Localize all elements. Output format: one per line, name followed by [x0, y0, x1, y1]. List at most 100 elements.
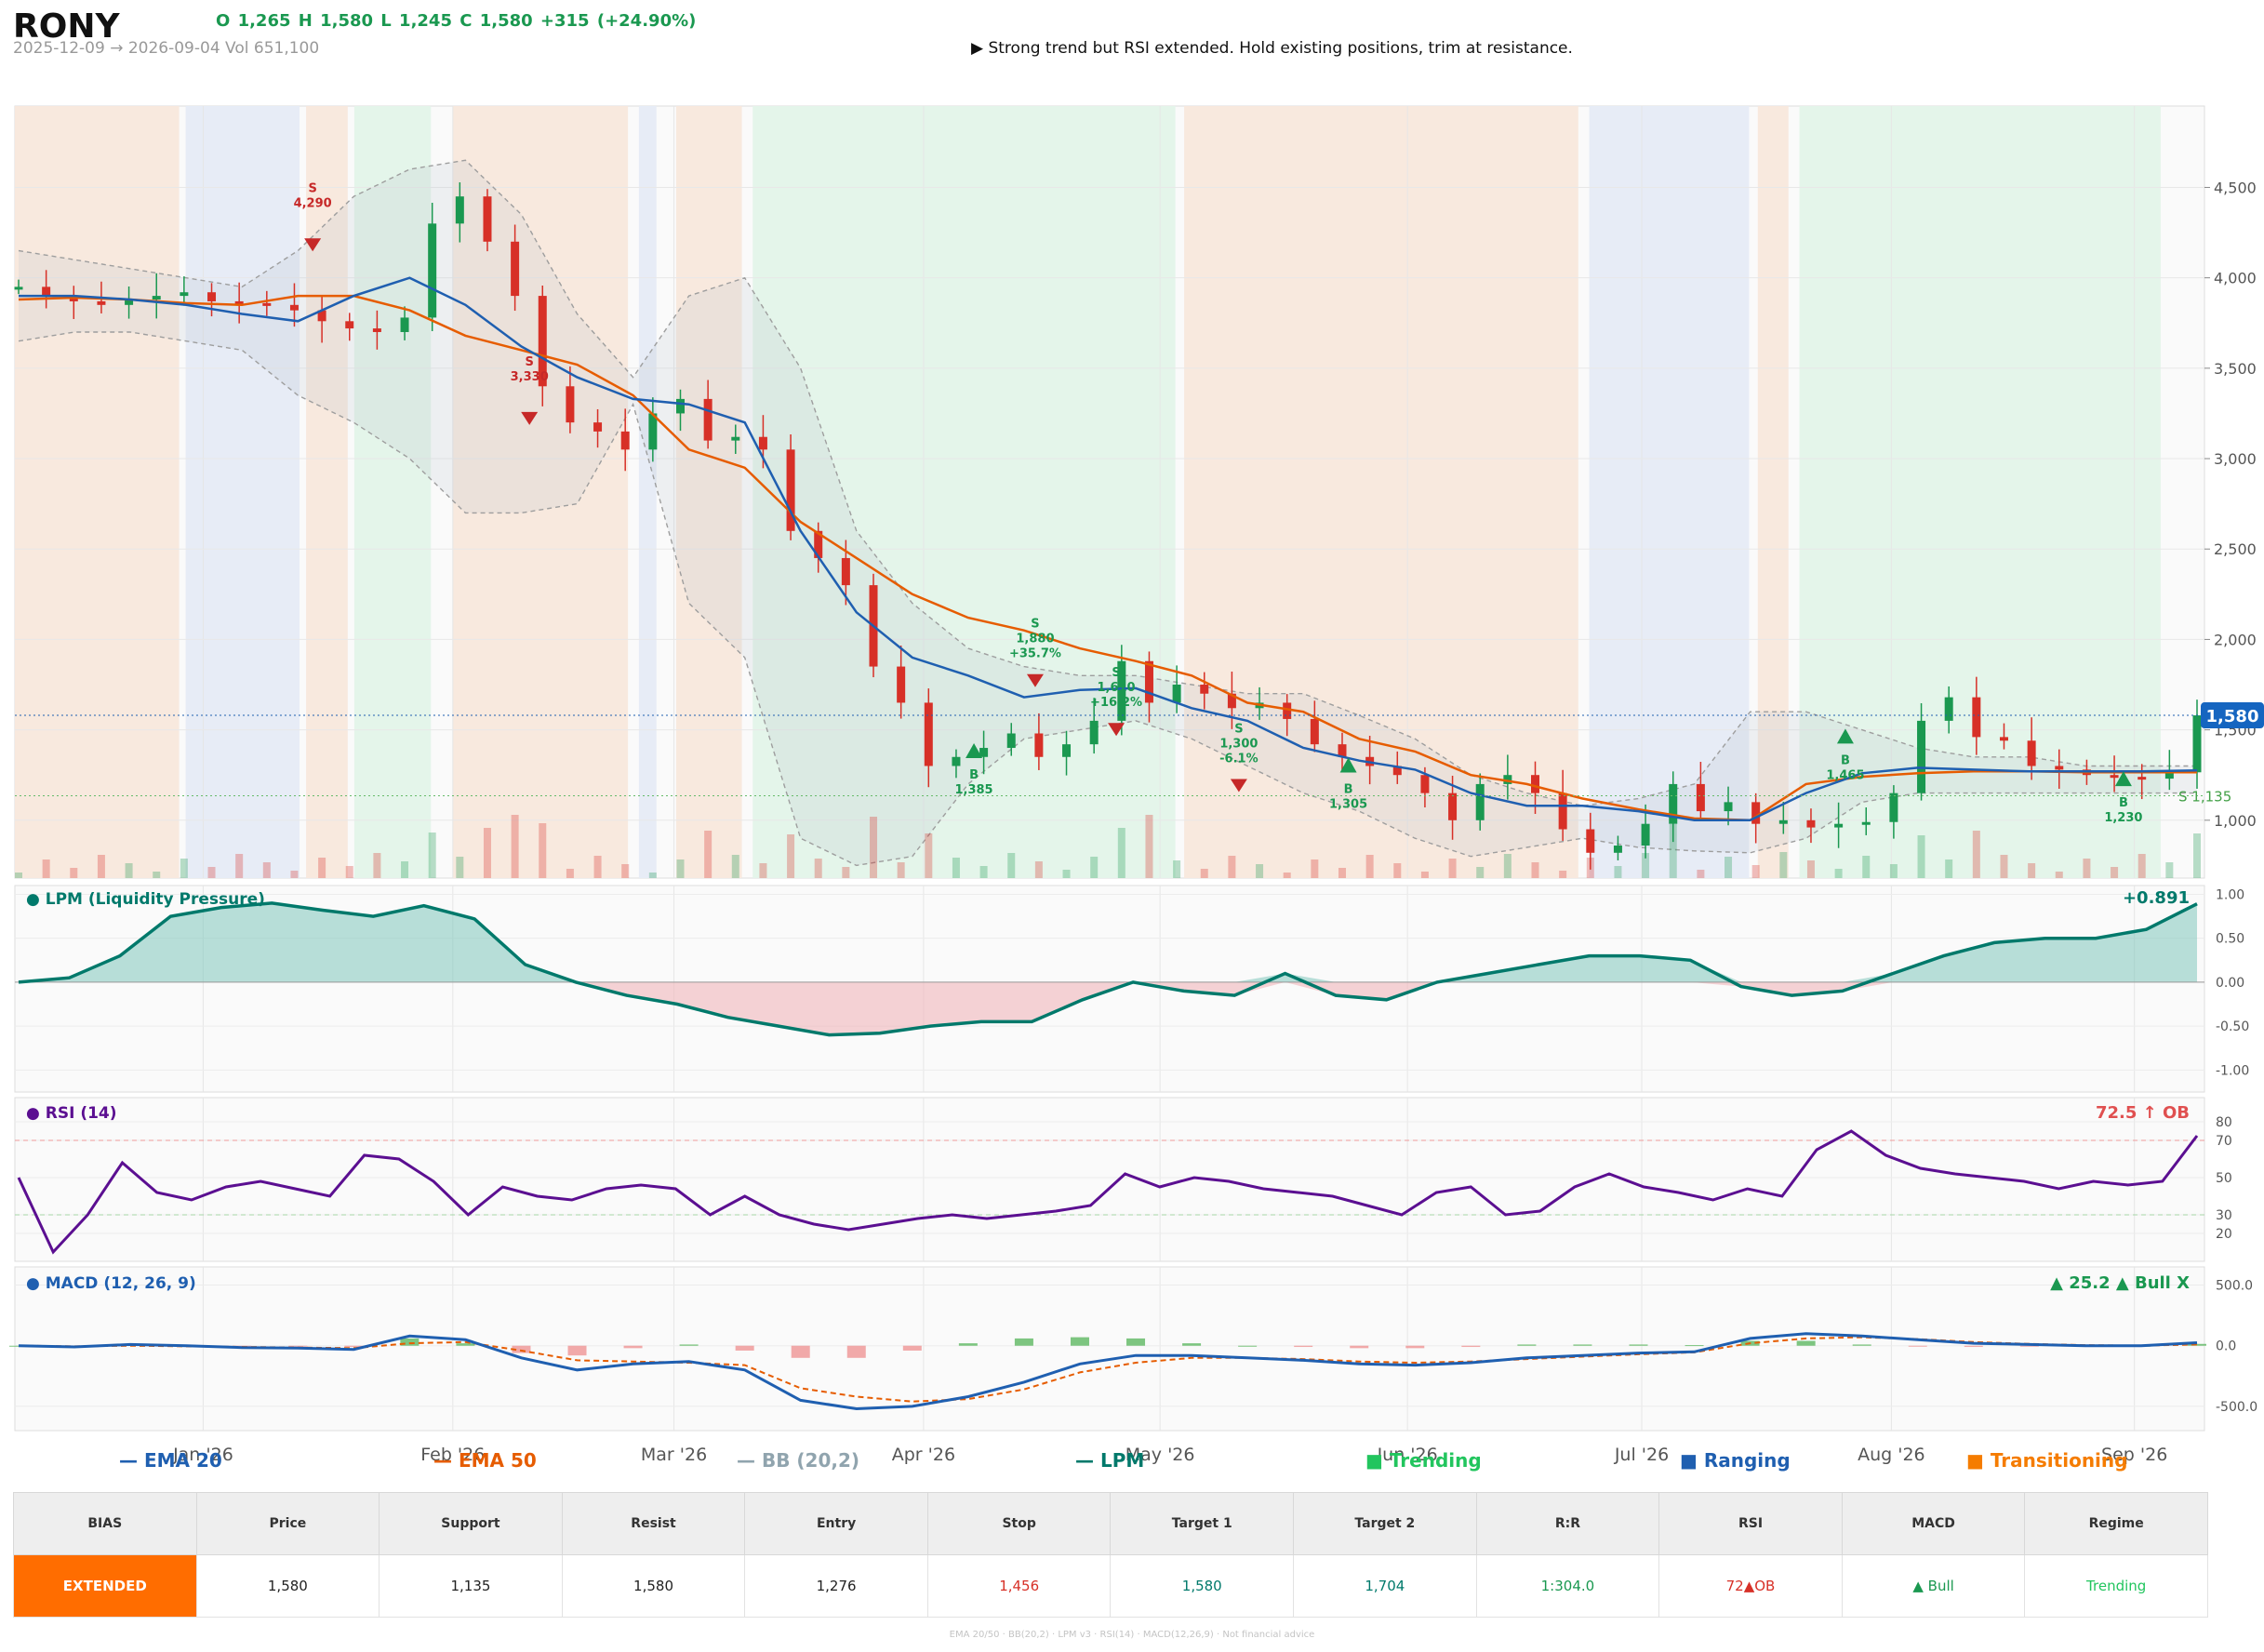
y-tick-label: 3,000	[2214, 450, 2257, 468]
volume-bar	[345, 866, 353, 878]
candle-body	[1586, 829, 1595, 853]
volume-bar	[511, 815, 519, 878]
rsi-tick-label: 20	[2216, 1227, 2232, 1242]
candle-body	[1917, 720, 1926, 793]
value-rr: 1:304.0	[1475, 1554, 1660, 1618]
y-tick-label: 4,500	[2214, 179, 2257, 196]
signal-side-label: S	[1112, 666, 1120, 680]
volume-bar	[1034, 861, 1043, 878]
volume-bar	[153, 872, 161, 878]
header-rr: R:R	[1475, 1492, 1660, 1555]
bb-upper-line	[18, 159, 2197, 806]
volume-bar	[456, 857, 464, 878]
value-macd: ▲ Bull	[1841, 1554, 2026, 1618]
signal-pct-label: +35.7%	[1009, 647, 1061, 661]
candle-body	[758, 436, 767, 450]
header-entry: Entry	[744, 1492, 928, 1555]
candle-body	[1034, 733, 1044, 757]
macd-histogram-bar	[344, 1345, 364, 1348]
header-support: Support	[379, 1492, 563, 1555]
volume-bar	[262, 862, 271, 878]
volume-bar	[593, 856, 602, 878]
volume-bar	[1228, 856, 1236, 878]
volume-bar	[483, 828, 491, 878]
candle-body	[1724, 802, 1733, 812]
ohlc-readout: O 1,265 H 1,580 L 1,245 C 1,580 +315 (+2…	[216, 11, 697, 31]
buy-signal-marker	[1836, 728, 1854, 744]
macd-histogram-bar	[2019, 1345, 2039, 1347]
candle-body	[1420, 775, 1430, 793]
candle-body	[1669, 783, 1678, 824]
candle-body	[1227, 693, 1236, 709]
volume-bar	[566, 869, 574, 878]
x-tick-label: Apr '26	[892, 1445, 955, 1465]
volume-bar	[870, 817, 878, 878]
volume-bar	[290, 871, 299, 878]
candle-body	[675, 398, 685, 414]
x-tick-label: May '26	[1125, 1445, 1195, 1465]
volume-bar	[539, 823, 547, 878]
candle-body	[952, 756, 961, 766]
candle-body	[483, 196, 492, 242]
macd-tick-label: 0.0	[2216, 1339, 2236, 1354]
candle-body	[1310, 718, 1319, 745]
volume-bar	[1090, 857, 1099, 878]
lpm-line	[18, 901, 2198, 1037]
candle-body	[2164, 772, 2174, 779]
regime-band	[452, 106, 629, 878]
rsi-tick-label: 80	[2216, 1115, 2232, 1130]
regime-band	[353, 106, 432, 878]
macd-panel-title: ● MACD (12, 26, 9)	[26, 1274, 196, 1293]
signal-price-label: 1,300	[1219, 737, 1258, 751]
macd-histogram-bar	[735, 1345, 754, 1351]
candle-body	[1613, 846, 1622, 853]
candle-body	[234, 300, 244, 304]
volume-bar	[1972, 831, 1980, 878]
candle-body	[897, 666, 906, 703]
candle-body	[1392, 766, 1402, 776]
footer-note: EMA 20/50 · BB(20,2) · LPM v3 · RSI(14) …	[949, 1630, 1315, 1640]
volume-bar	[373, 853, 381, 878]
macd-histogram-bar	[1964, 1345, 1983, 1348]
candle-body	[1944, 697, 1953, 721]
sell-signal-marker	[521, 411, 539, 425]
candle-body	[1117, 660, 1126, 721]
x-tick-label: Sep '26	[2101, 1445, 2167, 1465]
candle-body	[1778, 819, 1788, 824]
buy-signal-marker	[966, 742, 983, 758]
regime-band	[1799, 106, 2161, 878]
volume-bar	[1117, 828, 1125, 878]
support-label: S 1,135	[2178, 789, 2231, 806]
candle-body	[814, 530, 823, 558]
volume-bar	[42, 859, 50, 878]
candle-body	[1062, 744, 1072, 757]
volume-bar	[1889, 864, 1898, 878]
signal-side-label: B	[1344, 783, 1353, 797]
signal-price-label: 1,610	[1097, 681, 1135, 695]
macd-histogram-bar	[1182, 1343, 1202, 1346]
lpm-tick-label: 1.00	[2216, 887, 2244, 902]
candle-body	[511, 241, 520, 297]
regime-band	[1184, 106, 1578, 878]
legend-bb: — BB (20,2)	[737, 1449, 860, 1472]
candle-body	[1200, 685, 1209, 694]
regime-band	[675, 106, 742, 878]
macd-line	[18, 1332, 2198, 1411]
volume-bar	[1806, 860, 1815, 878]
volume-bar	[401, 861, 409, 878]
signal-pct-label: +16.2%	[1090, 696, 1142, 710]
volume-bar	[2165, 862, 2174, 878]
candle-body	[1751, 802, 1761, 824]
candle-body	[566, 386, 575, 423]
regime-band	[1757, 106, 1789, 878]
volume-bar	[1725, 857, 1733, 878]
signal-side-label: B	[2119, 796, 2128, 810]
candle-body	[1448, 793, 1458, 820]
signal-side-label: B	[1841, 753, 1850, 767]
signal-price-label: 1,385	[954, 783, 992, 797]
candle-body	[979, 748, 989, 757]
volume-bar	[1256, 864, 1264, 878]
signal-side-label: S	[1234, 722, 1243, 736]
legend-ema50: — EMA 50	[433, 1449, 537, 1472]
bias-badge: EXTENDED	[13, 1554, 197, 1618]
